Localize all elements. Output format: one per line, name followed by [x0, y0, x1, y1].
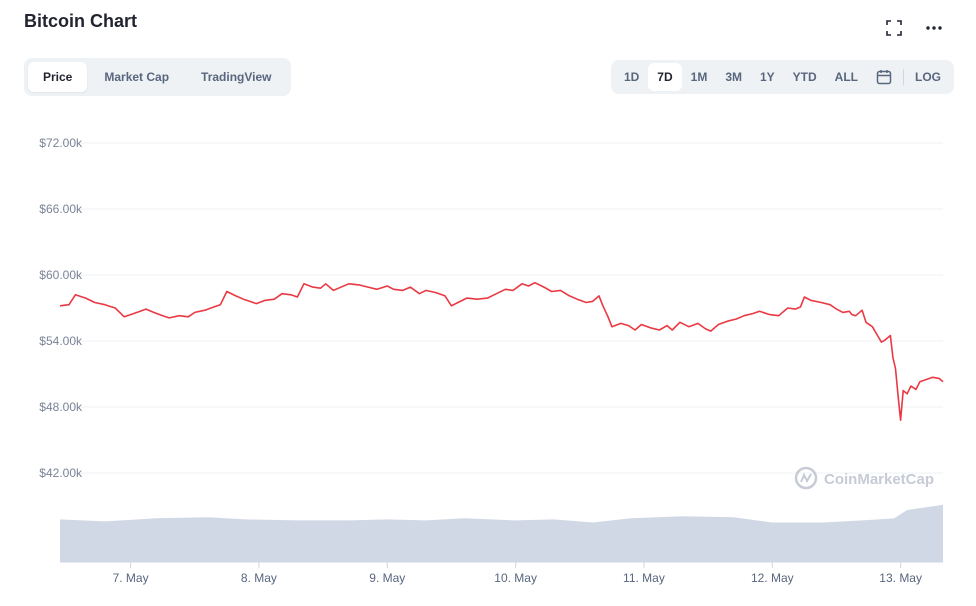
- log-scale-toggle[interactable]: LOG: [915, 70, 941, 84]
- fullscreen-button[interactable]: [882, 16, 906, 40]
- x-tick-label: 13. May: [879, 571, 922, 585]
- x-axis: 7. May 8. May 9. May 10. May 11. May 12. May 1…: [113, 562, 922, 585]
- chart-type-tabs: Price Market Cap TradingView: [24, 58, 291, 96]
- y-tick-label: $48.00k: [39, 400, 83, 414]
- tab-price[interactable]: Price: [28, 62, 88, 92]
- more-options-button[interactable]: [922, 16, 946, 40]
- y-tick-label: $54.00k: [39, 334, 83, 348]
- volume-area: [60, 504, 943, 563]
- x-tick-label: 8. May: [241, 571, 277, 585]
- watermark: CoinMarketCap: [794, 466, 934, 490]
- range-3m[interactable]: 3M: [725, 70, 742, 84]
- x-tick-label: 7. May: [113, 571, 149, 585]
- range-1d[interactable]: 1D: [623, 70, 640, 84]
- more-horizontal-icon: [926, 26, 942, 30]
- x-tick-label: 11. May: [623, 571, 665, 585]
- y-tick-label: $66.00k: [39, 202, 83, 216]
- tab-market-cap[interactable]: Market Cap: [104, 70, 170, 84]
- y-tick-label: $72.00k: [39, 136, 83, 150]
- price-series-line: [59, 281, 944, 421]
- x-tick-label: 10. May: [494, 571, 537, 585]
- y-tick-label: $60.00k: [39, 268, 83, 282]
- range-7d[interactable]: 7D: [648, 63, 682, 91]
- tab-tradingview[interactable]: TradingView: [201, 70, 272, 84]
- volume-bars: [60, 504, 943, 562]
- range-all[interactable]: ALL: [834, 70, 858, 84]
- y-tick-label: $42.00k: [39, 466, 83, 480]
- range-1m[interactable]: 1M: [690, 70, 708, 84]
- x-tick-label: 12. May: [751, 571, 794, 585]
- page-title: Bitcoin Chart: [24, 11, 138, 31]
- date-range-button[interactable]: [867, 63, 901, 91]
- range-ytd[interactable]: YTD: [792, 70, 817, 84]
- price-line: [59, 281, 944, 421]
- y-axis: $72.00k $66.00k $60.00k $54.00k $48.00k $42.0…: [39, 136, 83, 480]
- calendar-icon: [876, 70, 892, 85]
- watermark-text: CoinMarketCap: [824, 471, 934, 488]
- x-tick-label: 9. May: [369, 571, 405, 585]
- range-divider: [903, 69, 904, 85]
- price-chart[interactable]: $72.00k $66.00k $60.00k $54.00k $48.00k $42.0…: [0, 100, 976, 600]
- time-range-selector: 1D 7D 1M 3M 1Y YTD ALL LOG: [610, 60, 954, 94]
- chart-gridlines: [60, 142, 943, 474]
- range-1y[interactable]: 1Y: [759, 70, 775, 84]
- coinmarketcap-logo-icon: [794, 466, 818, 490]
- fullscreen-icon: [886, 20, 902, 36]
